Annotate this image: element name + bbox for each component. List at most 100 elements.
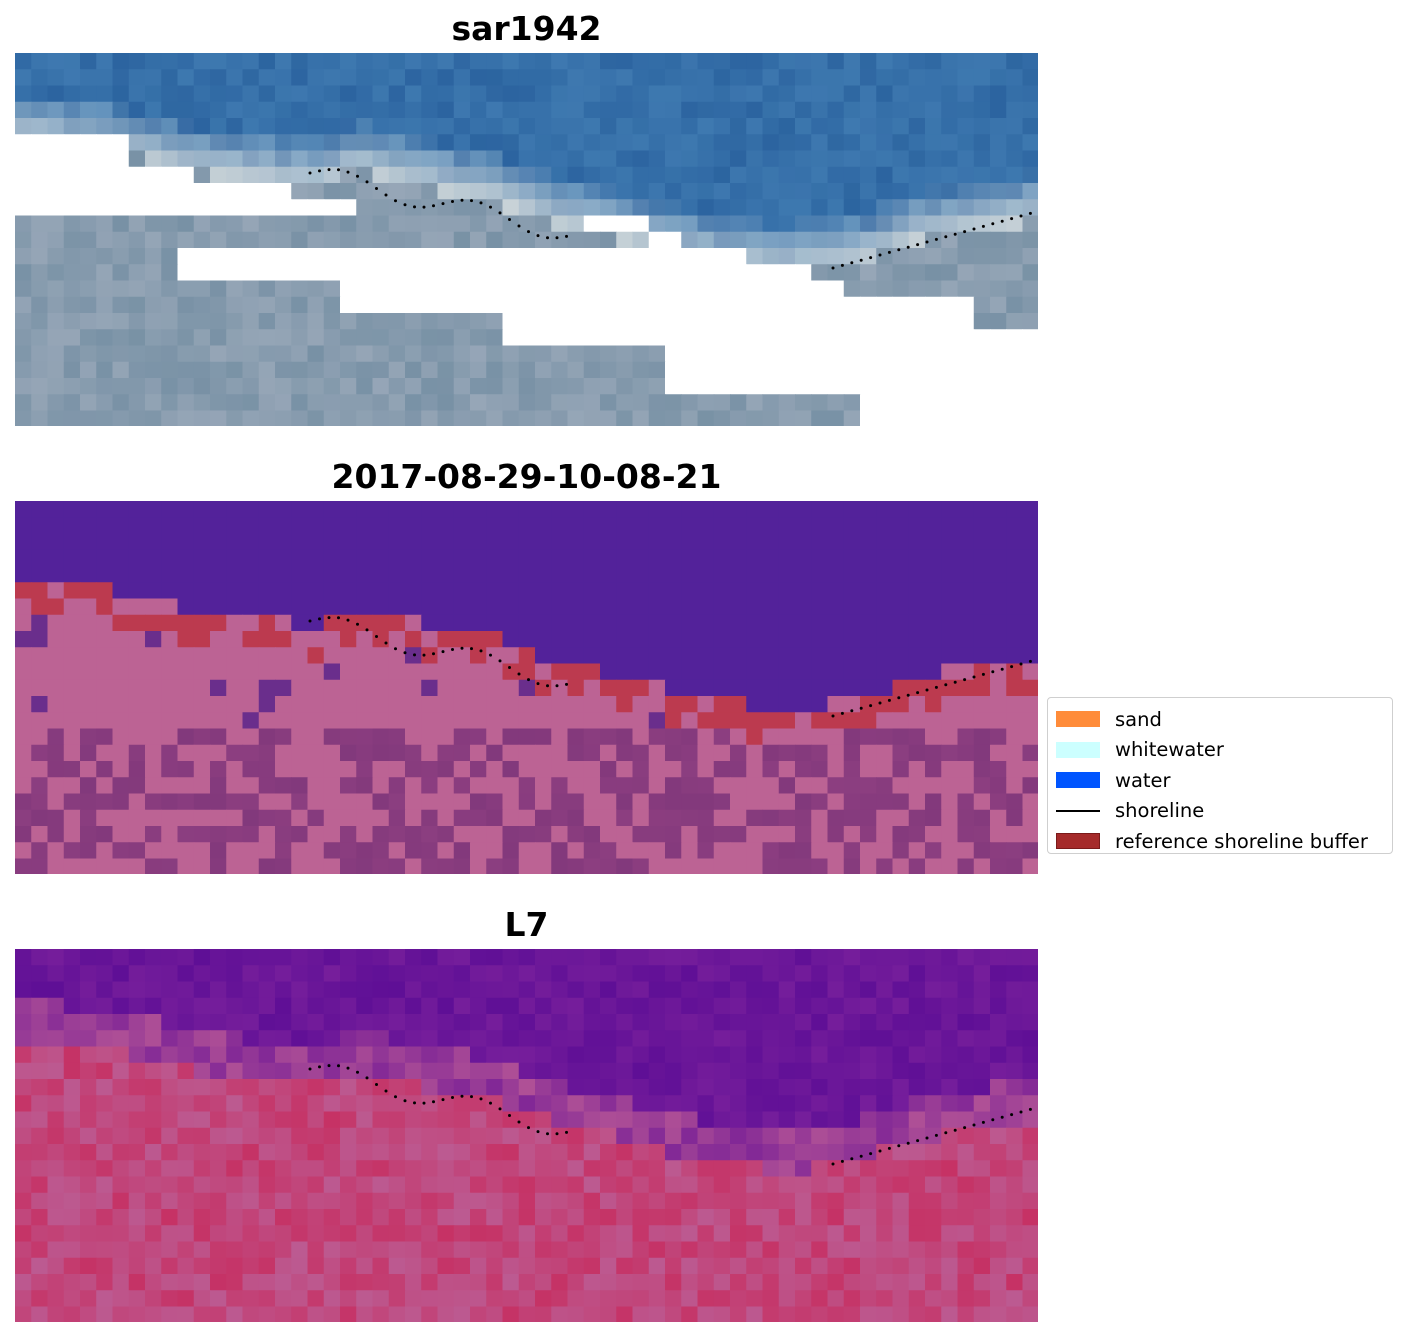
shoreline-point (508, 218, 511, 221)
shoreline-point (991, 222, 995, 226)
shoreline-point (375, 187, 378, 190)
sand-swatch (1056, 711, 1100, 728)
shoreline-point (972, 1123, 976, 1127)
shoreline-point (1028, 211, 1032, 215)
shoreline-point (432, 1100, 435, 1104)
shoreline-point (1019, 214, 1023, 218)
pixel-grid (15, 501, 1038, 874)
shoreline-point (394, 647, 397, 651)
shoreline-point (869, 704, 873, 708)
shoreline-point (972, 675, 976, 679)
shoreline-point (991, 670, 995, 674)
shoreline-point (831, 1162, 835, 1166)
shoreline-points (308, 1064, 1032, 1166)
shoreline-point (498, 659, 502, 663)
shoreline-point (337, 1064, 340, 1068)
shoreline-point (517, 672, 521, 676)
shoreline-point (944, 1131, 948, 1135)
shoreline-point (831, 266, 835, 270)
shoreline-point (859, 1154, 863, 1158)
water-swatch (1056, 772, 1100, 789)
shoreline-point (869, 1152, 873, 1156)
shoreline-point (460, 646, 464, 650)
shoreline-point (460, 1094, 464, 1098)
legend-item-water: water (1048, 765, 1392, 796)
shoreline-point (356, 174, 359, 178)
shoreline-point (1010, 217, 1014, 221)
shoreline-point (527, 230, 530, 234)
shoreline-point (859, 706, 863, 710)
panel-title-rgb: sar1942 (451, 9, 602, 48)
shoreline-point (470, 199, 473, 203)
shoreline-point (546, 236, 549, 240)
shoreline-point (403, 203, 407, 207)
shoreline-point (887, 1146, 891, 1150)
shoreline-point (934, 685, 938, 689)
shoreline-point (432, 204, 435, 208)
shoreline-point (916, 1139, 920, 1143)
shoreline-point (318, 617, 321, 621)
shoreline-point (308, 1067, 312, 1071)
legend-label: shoreline (1115, 799, 1205, 823)
shoreline-point (906, 1141, 910, 1145)
shoreline-point (840, 1159, 844, 1163)
shoreline-point (565, 682, 568, 686)
shoreline-point (327, 168, 331, 172)
panel-title-classified: 2017-08-29-10-08-21 (331, 457, 722, 496)
shoreline-point (460, 198, 464, 202)
shoreline-point (384, 193, 388, 197)
shoreline-point (365, 180, 369, 184)
shoreline-point (441, 1098, 445, 1102)
shoreline-point (451, 1096, 454, 1099)
shoreline-point (536, 1130, 540, 1134)
shoreline-point (944, 683, 948, 687)
classified-image-panel (15, 501, 1038, 874)
shoreline-point (422, 653, 426, 657)
shoreline-point (906, 693, 910, 697)
legend-label: sand (1115, 707, 1162, 731)
shoreline-point (536, 234, 540, 238)
shoreline-point (403, 1099, 407, 1103)
shoreline-point (489, 653, 492, 657)
shoreline-point (470, 647, 473, 651)
shoreline-point (327, 1064, 331, 1068)
shoreline-point (546, 684, 549, 688)
legend-label: water (1115, 768, 1171, 792)
shoreline-point (356, 622, 359, 626)
shoreline-point (375, 1083, 378, 1086)
shoreline-point (1000, 1115, 1004, 1119)
shoreline-point (527, 678, 530, 682)
shoreline-point (897, 1144, 901, 1148)
shoreline-points (308, 168, 1032, 270)
shoreline-point (470, 1095, 473, 1099)
shoreline-point (403, 651, 407, 655)
shoreline-point (356, 1070, 359, 1074)
shoreline-point (337, 616, 340, 620)
shoreline-point (527, 1126, 530, 1130)
legend-item-shoreline: shoreline (1048, 796, 1392, 827)
shoreline-point (432, 652, 435, 656)
shoreline-point (1010, 1113, 1014, 1117)
shoreline-point (1028, 659, 1032, 663)
shoreline-point (555, 1132, 559, 1136)
shoreline-point (413, 1101, 416, 1105)
shoreline-point (981, 672, 985, 676)
shoreline-point (508, 666, 511, 669)
shoreline-point (1019, 662, 1023, 666)
shoreline-point (318, 169, 321, 173)
shoreline-point (878, 701, 882, 705)
shoreline-point (897, 696, 901, 700)
shoreline-point (498, 1107, 502, 1111)
shoreline-point (963, 1126, 967, 1130)
shoreline-point (887, 698, 891, 702)
shoreline-point (859, 258, 863, 262)
shoreline-point (346, 618, 350, 622)
shoreline-point (925, 688, 929, 692)
shoreline-point (850, 1157, 854, 1161)
legend-item-reference-buffer: reference shoreline buffer (1048, 826, 1392, 857)
shoreline-point (308, 619, 312, 623)
legend-item-whitewater: whitewater (1048, 735, 1392, 766)
shoreline-point (536, 682, 540, 686)
shoreline-point (850, 261, 854, 265)
shoreline-point (878, 1149, 882, 1153)
